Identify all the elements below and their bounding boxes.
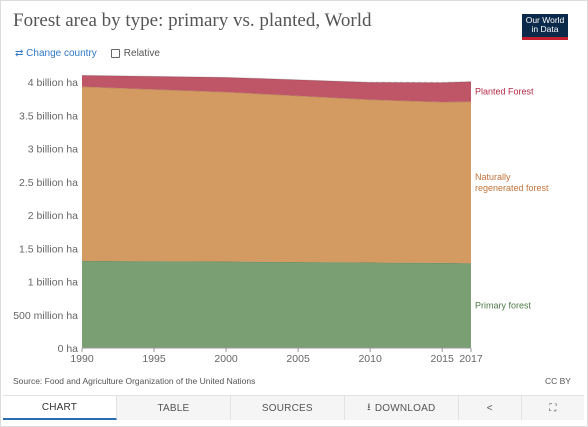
expand-icon: ⛶ xyxy=(549,402,557,414)
series-line xyxy=(81,74,472,84)
tab-download-label: DOWNLOAD xyxy=(374,402,436,414)
download-icon: ⭳ xyxy=(367,401,371,413)
area-primary-forest xyxy=(82,260,471,348)
tab-chart-label: CHART xyxy=(41,401,78,413)
fullscreen-button[interactable]: ⛶ xyxy=(522,396,584,420)
relative-label: Relative xyxy=(123,48,160,59)
relative-toggle[interactable]: Relative xyxy=(110,48,160,59)
y-tick-label: 3 billion ha xyxy=(28,144,78,156)
chart-controls: ⇄ Change country Relative xyxy=(15,48,160,59)
logo-line-1: Our World xyxy=(525,15,565,25)
change-country-button[interactable]: ⇄ Change country xyxy=(15,48,97,59)
y-tick-label: 1 billion ha xyxy=(28,277,78,289)
swap-icon: ⇄ xyxy=(15,48,24,59)
tab-table[interactable]: TABLE xyxy=(117,396,231,420)
x-tick-label: 1990 xyxy=(70,353,94,365)
x-tick-label: 2010 xyxy=(358,353,382,365)
owid-logo[interactable]: Our World in Data xyxy=(522,14,568,40)
tab-bar: CHART TABLE SOURCES ⭳ DOWNLOAD < ⛶ xyxy=(3,395,584,420)
series-label: regenerated forest xyxy=(475,183,549,193)
area-naturally-regenerated-forest xyxy=(82,86,471,264)
y-tick-label: 2 billion ha xyxy=(28,210,78,222)
tab-table-label: TABLE xyxy=(157,402,190,414)
tab-chart[interactable]: CHART xyxy=(3,396,117,420)
source-note: Source: Food and Agriculture Organizatio… xyxy=(13,376,256,386)
x-tick-label: 2015 xyxy=(431,353,455,365)
logo-line-2: in Data xyxy=(531,24,559,34)
tab-sources[interactable]: SOURCES xyxy=(231,396,345,420)
x-tick-label: 2005 xyxy=(286,353,310,365)
series-label: Naturally xyxy=(475,172,511,182)
series-label: Primary forest xyxy=(475,301,532,311)
area-planted-forest xyxy=(82,75,471,102)
y-tick-label: 500 million ha xyxy=(13,310,78,322)
y-tick-label: 3.5 billion ha xyxy=(19,110,78,122)
x-tick-label: 2000 xyxy=(214,353,238,365)
series-label: Planted Forest xyxy=(475,87,534,97)
tab-sources-label: SOURCES xyxy=(261,402,313,414)
x-tick-label: 1995 xyxy=(142,353,166,365)
y-tick-label: 0 ha xyxy=(58,343,79,355)
share-icon: < xyxy=(486,402,493,414)
license-link[interactable]: CC BY xyxy=(545,376,571,386)
y-tick-label: 4 billion ha xyxy=(28,77,78,89)
change-country-label: Change country xyxy=(26,48,97,59)
y-tick-label: 2.5 billion ha xyxy=(19,177,78,189)
tab-download[interactable]: ⭳ DOWNLOAD xyxy=(345,396,459,420)
x-tick-label: 2017 xyxy=(459,353,483,365)
share-button[interactable]: < xyxy=(459,396,522,420)
y-tick-label: 1.5 billion ha xyxy=(19,243,78,255)
relative-checkbox[interactable] xyxy=(110,49,120,58)
chart-title: Forest area by type: primary vs. planted… xyxy=(13,10,372,31)
